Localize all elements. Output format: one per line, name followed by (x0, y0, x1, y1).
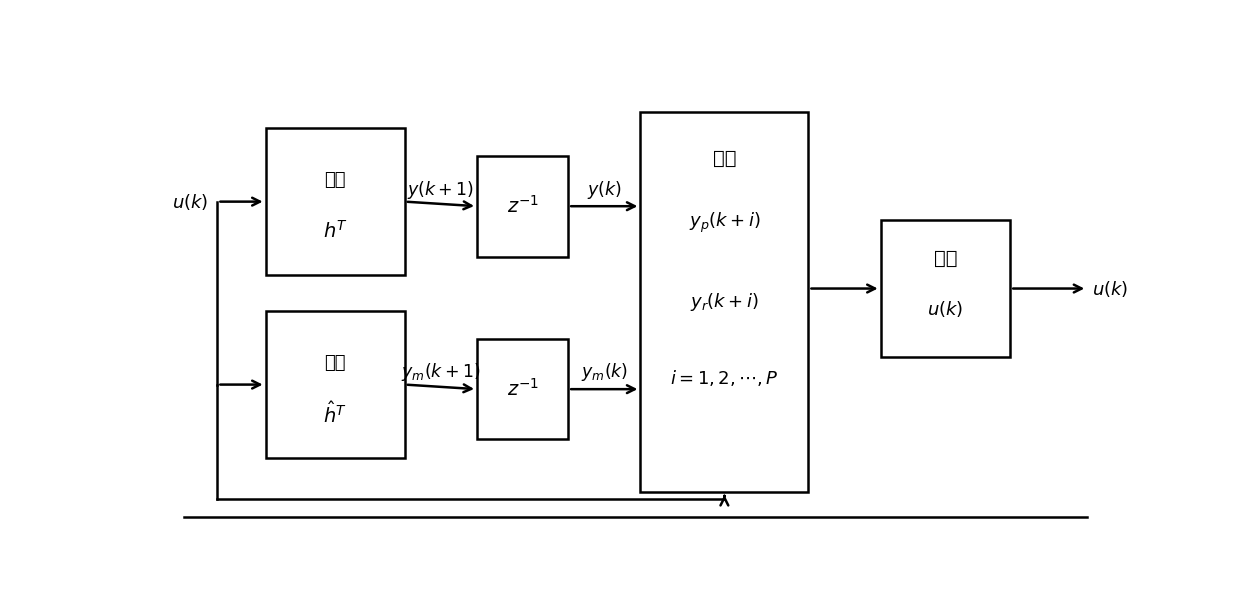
Text: $u(k)$: $u(k)$ (172, 192, 208, 211)
Text: $y_m(k)$: $y_m(k)$ (580, 361, 627, 383)
Text: $y_r(k+i)$: $y_r(k+i)$ (689, 291, 759, 313)
Text: $y_m(k+1)$: $y_m(k+1)$ (401, 361, 481, 383)
Bar (265, 311, 404, 458)
Bar (265, 128, 404, 275)
Text: 计算: 计算 (934, 249, 957, 268)
Text: $z^{-1}$: $z^{-1}$ (507, 195, 538, 217)
Bar (880, 220, 1011, 357)
Text: $y(k)$: $y(k)$ (587, 179, 621, 201)
Bar (640, 112, 808, 492)
Text: $\hat{h}^T$: $\hat{h}^T$ (324, 401, 347, 427)
Text: 对象: 对象 (325, 170, 346, 189)
Bar (477, 339, 568, 440)
Text: 对象: 对象 (325, 353, 346, 372)
Text: 预测: 预测 (713, 148, 737, 168)
Text: $h^T$: $h^T$ (322, 220, 347, 242)
Bar (477, 156, 568, 257)
Text: $i=1,2,\cdots,P$: $i=1,2,\cdots,P$ (670, 368, 779, 388)
Text: $y(k+1)$: $y(k+1)$ (407, 179, 475, 201)
Text: $u(k)$: $u(k)$ (1092, 279, 1128, 299)
Text: $u(k)$: $u(k)$ (928, 299, 963, 319)
Text: $y_p(k+i)$: $y_p(k+i)$ (688, 210, 760, 235)
Text: $z^{-1}$: $z^{-1}$ (507, 378, 538, 400)
